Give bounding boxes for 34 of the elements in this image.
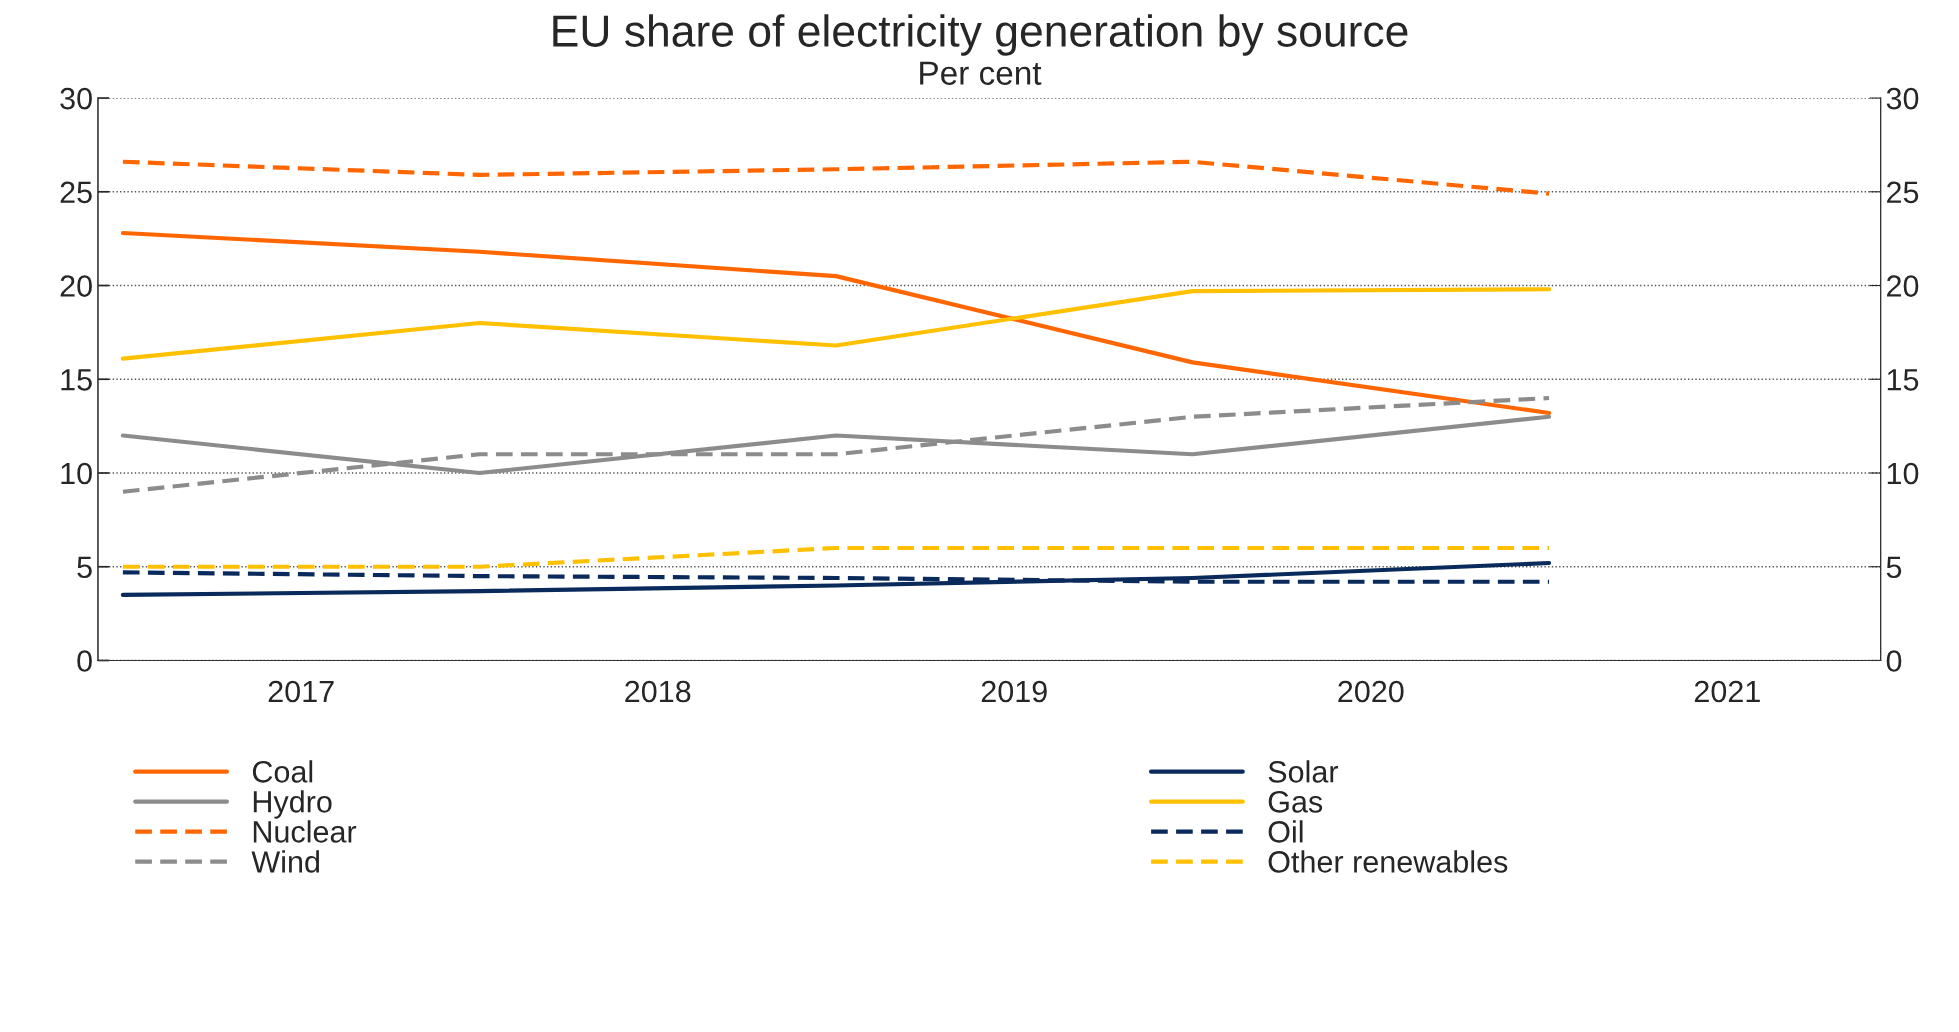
legend-label: Gas: [1268, 791, 1323, 813]
line-series: [120, 395, 1552, 494]
x-tick-label: 2018: [625, 680, 691, 703]
x-tick-label: 2017: [268, 680, 334, 703]
chart-subtitle: Per cent: [920, 61, 1042, 85]
y2-tick-label: 5: [1886, 556, 1902, 579]
legend-label: Coal: [252, 760, 313, 783]
x-tick-label: 2021: [1694, 680, 1760, 703]
y2-tick-label: 25: [1887, 181, 1919, 204]
legend-label: Solar: [1268, 760, 1339, 783]
y2-tick-label: 10: [1887, 462, 1919, 485]
y-tick-label: 30: [60, 87, 92, 110]
y-tick-label: 5: [77, 556, 92, 579]
legend-label: Other renewables: [1268, 850, 1508, 873]
line-series: [120, 287, 1552, 361]
y2-tick-label: 0: [1886, 650, 1902, 672]
legend-label: Oil: [1268, 820, 1303, 843]
line-series: [120, 560, 1552, 597]
y-tick-label: 15: [61, 369, 92, 391]
y2-tick-label: 30: [1886, 87, 1919, 110]
legend-label: Wind: [251, 850, 319, 873]
y2-tick-label: 20: [1887, 275, 1919, 297]
x-tick-label: 2020: [1338, 680, 1404, 703]
y-tick-label: 10: [61, 462, 92, 485]
y2-tick-label: 15: [1887, 369, 1919, 391]
y-tick-label: 25: [60, 181, 92, 204]
line-series: [120, 230, 1552, 416]
y-tick-label: 0: [77, 650, 92, 672]
legend-label: Hydro: [253, 790, 332, 819]
x-tick-label: 2019: [981, 680, 1047, 703]
line-series: [120, 159, 1552, 196]
y-tick-label: 20: [60, 275, 92, 297]
legend-label: Nuclear: [253, 820, 357, 843]
chart-title: EU share of electricity generation by source: [553, 14, 1408, 56]
